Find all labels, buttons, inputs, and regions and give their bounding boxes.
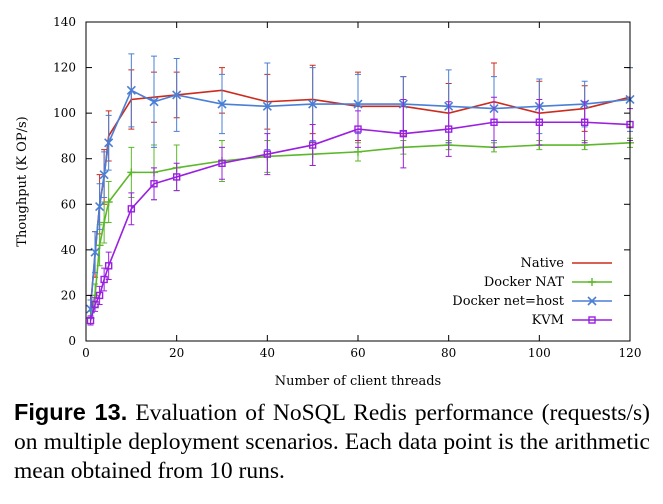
data-point bbox=[587, 296, 597, 306]
y-tick-label: 60 bbox=[61, 197, 76, 211]
x-tick-label: 80 bbox=[441, 346, 456, 360]
legend-label: Docker net=host bbox=[452, 294, 565, 309]
series-line bbox=[89, 141, 631, 319]
legend-label: Native bbox=[520, 256, 564, 271]
data-point bbox=[100, 218, 109, 227]
legend-label: KVM bbox=[532, 313, 564, 328]
x-tick-label: 120 bbox=[619, 346, 642, 360]
y-tick-label: 140 bbox=[53, 15, 76, 29]
data-point bbox=[86, 316, 95, 325]
data-point bbox=[263, 150, 272, 158]
data-point bbox=[172, 90, 182, 100]
caption-text: Evaluation of NoSQL Redis performance (r… bbox=[14, 400, 650, 484]
x-tick-label: 60 bbox=[350, 346, 365, 360]
y-tick-label: 80 bbox=[61, 152, 76, 166]
data-point bbox=[127, 168, 136, 177]
data-point bbox=[91, 300, 99, 309]
x-tick-label: 100 bbox=[528, 346, 551, 360]
legend-item: Docker NAT bbox=[484, 275, 612, 290]
chart-axes: 0 20 40 60 80 100 120 0 20 40 60 80 100 120 140 bbox=[53, 15, 641, 360]
data-point bbox=[104, 138, 114, 148]
series-group bbox=[86, 96, 634, 326]
data-point bbox=[535, 118, 544, 126]
figure-caption: Figure 13. Evaluation of NoSQL Redis per… bbox=[14, 398, 650, 486]
data-point bbox=[149, 97, 159, 107]
data-point bbox=[95, 241, 104, 250]
legend-item: Docker net=host bbox=[452, 294, 612, 309]
data-point bbox=[308, 99, 318, 109]
y-tick-label: 120 bbox=[53, 61, 76, 75]
data-point bbox=[444, 125, 453, 133]
data-point bbox=[104, 262, 113, 270]
data-point bbox=[354, 125, 362, 133]
data-point bbox=[126, 85, 136, 95]
y-axis-label: Thoughput (K OP/s) bbox=[15, 116, 30, 246]
data-point bbox=[127, 205, 136, 213]
x-axis-label: Number of client threads bbox=[275, 374, 441, 389]
data-point bbox=[588, 278, 596, 286]
series-line bbox=[89, 89, 631, 310]
chart-legend: Native Docker NAT Docker net=host KVM bbox=[452, 256, 612, 328]
data-point bbox=[580, 118, 589, 126]
data-point bbox=[399, 129, 408, 138]
x-tick-label: 0 bbox=[82, 346, 90, 360]
data-point bbox=[588, 316, 596, 324]
data-point bbox=[490, 118, 498, 126]
data-point bbox=[99, 170, 109, 180]
data-point bbox=[150, 180, 158, 188]
y-tick-label: 40 bbox=[61, 243, 76, 257]
y-tick-label: 100 bbox=[53, 106, 76, 120]
legend-label: Docker NAT bbox=[484, 275, 565, 290]
data-point bbox=[104, 198, 113, 207]
legend-item: Native bbox=[520, 256, 612, 271]
data-point bbox=[353, 99, 363, 109]
x-tick-label: 40 bbox=[260, 346, 275, 360]
line-chart: 0 20 40 60 80 100 120 0 20 40 60 80 100 120 140 Number… bbox=[15, 15, 641, 389]
y-tick-label: 20 bbox=[61, 288, 76, 302]
data-point bbox=[308, 141, 317, 149]
x-tick-label: 20 bbox=[169, 346, 184, 360]
legend-item: KVM bbox=[532, 313, 612, 328]
data-point bbox=[218, 159, 226, 167]
data-point bbox=[262, 101, 272, 111]
data-point bbox=[90, 247, 100, 257]
data-point bbox=[95, 201, 105, 212]
data-point bbox=[95, 291, 104, 300]
data-point bbox=[354, 147, 362, 156]
caption-label: Figure 13. bbox=[14, 399, 128, 425]
data-point bbox=[100, 275, 108, 284]
data-point bbox=[172, 173, 181, 181]
y-tick-label: 0 bbox=[68, 334, 76, 348]
data-point bbox=[217, 99, 227, 109]
